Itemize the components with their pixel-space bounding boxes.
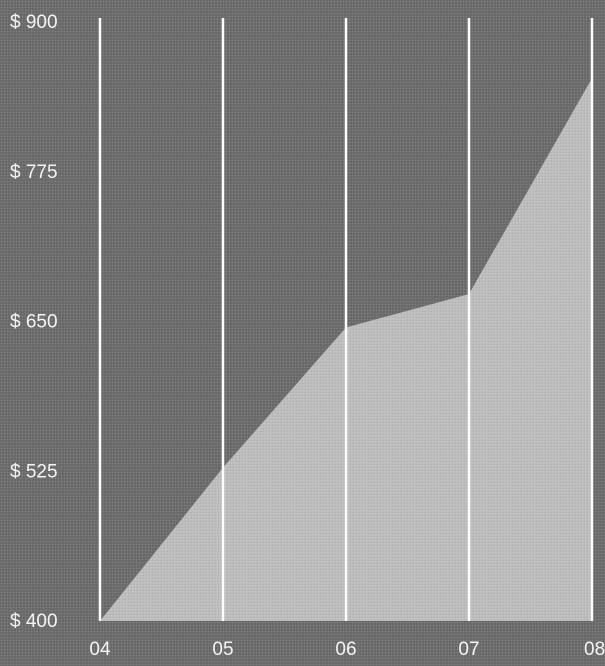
- x-tick-label: 05: [212, 639, 233, 660]
- y-tick-label: $ 525: [10, 461, 58, 482]
- gridlines: [98, 18, 594, 621]
- x-tick-label: 08: [584, 639, 605, 660]
- y-tick-label: $ 900: [10, 12, 58, 33]
- y-tick-labels: $ 900 $ 775 $ 650 $ 525 $ 400: [10, 12, 58, 632]
- x-tick-labels: 04 05 06 07 08: [89, 639, 605, 660]
- y-tick-label: $ 775: [10, 162, 58, 183]
- x-tick-label: 06: [335, 639, 356, 660]
- x-tick-label: 07: [458, 639, 479, 660]
- y-tick-label: $ 400: [10, 611, 58, 632]
- x-tick-label: 04: [89, 639, 111, 660]
- y-tick-label: $ 650: [10, 312, 58, 333]
